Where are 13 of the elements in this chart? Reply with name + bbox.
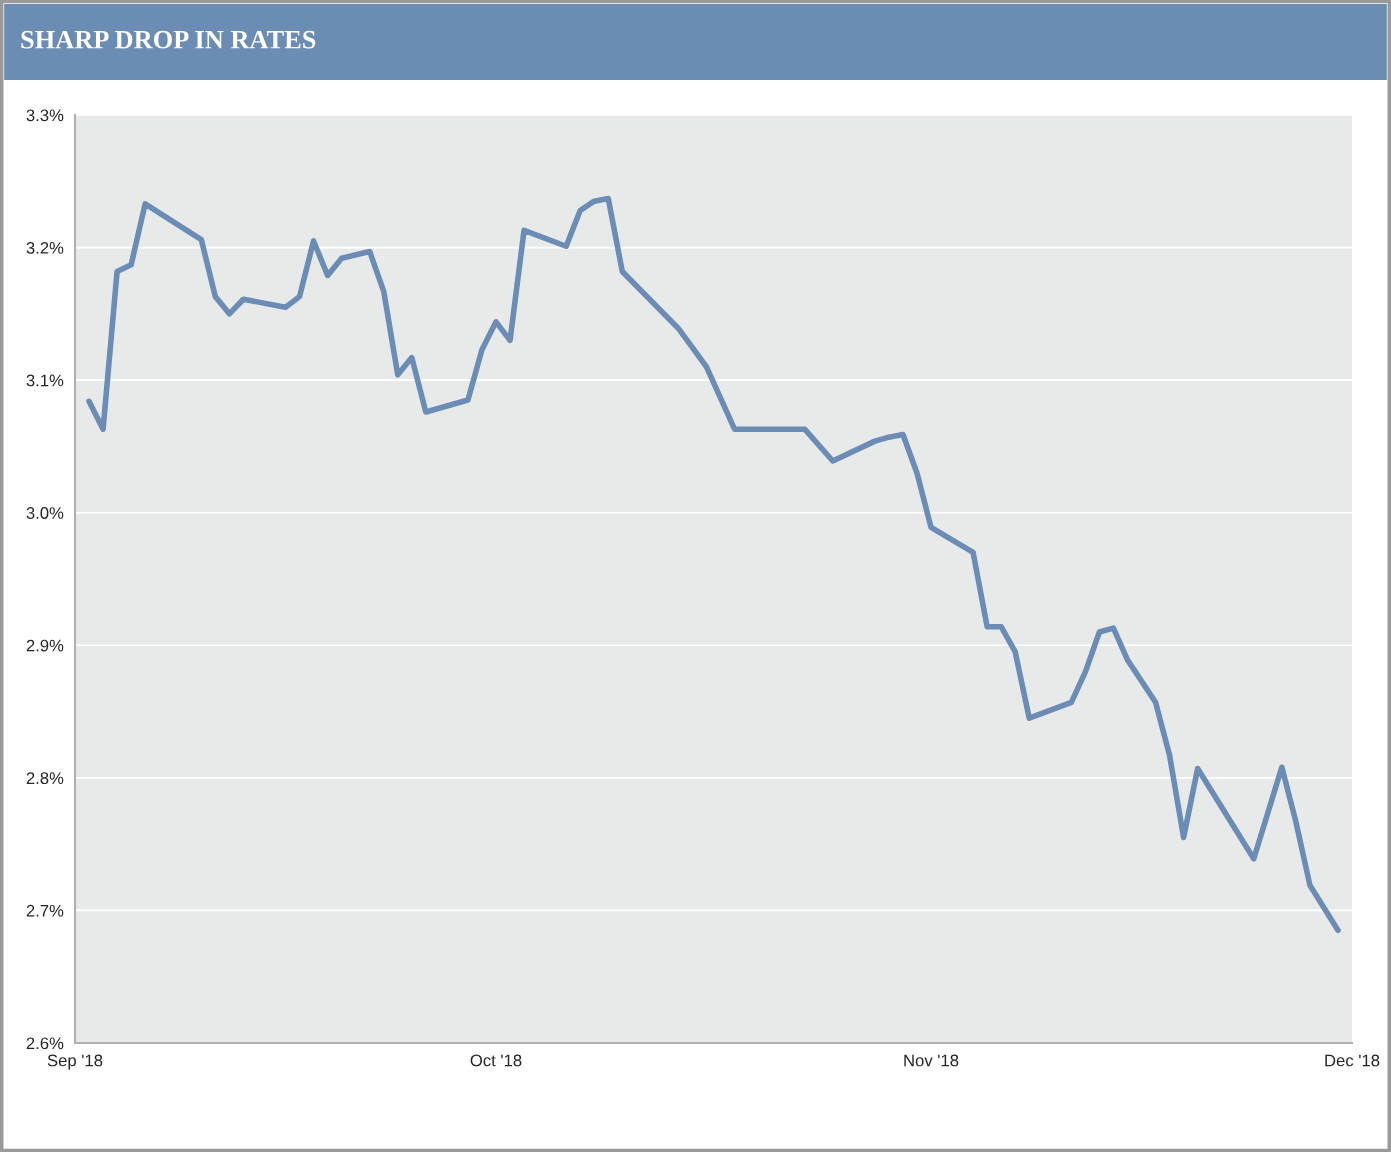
x-tick-label: Dec '18 (1325, 1054, 1380, 1067)
y-tick-label: 3.1% (26, 374, 64, 387)
y-tick-label: 2.9% (26, 639, 64, 652)
y-tick-label: 3.2% (26, 241, 64, 254)
chart-title: SHARP DROP IN RATES (21, 30, 316, 49)
y-tick-label: 2.6% (26, 1037, 64, 1050)
y-tick-label: 3.0% (26, 507, 64, 519)
y-tick-label: 2.7% (26, 904, 64, 917)
x-tick-label: Oct '18 (470, 1054, 522, 1067)
x-tick-label: Nov '18 (904, 1054, 959, 1067)
x-tick-label: Sep '18 (47, 1054, 103, 1070)
y-tick-label: 2.8% (26, 772, 64, 785)
y-tick-label: 3.3% (26, 109, 64, 122)
